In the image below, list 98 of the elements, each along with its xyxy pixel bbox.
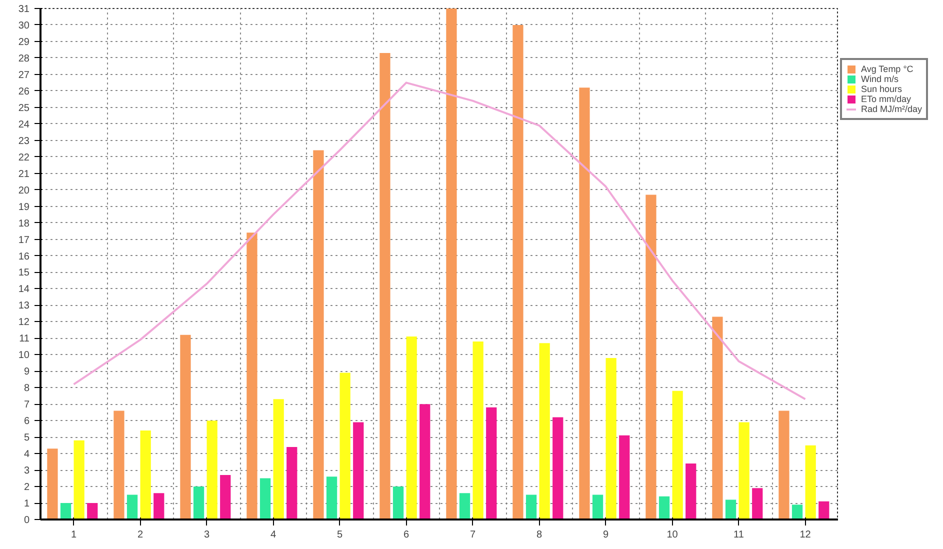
line-series [72, 82, 806, 400]
bar [60, 503, 72, 520]
bar [193, 486, 204, 520]
y-tick-label: 0 [24, 515, 30, 526]
bar [326, 476, 338, 520]
bar [686, 463, 696, 520]
y-tick-label: 24 [18, 119, 30, 130]
y-tick-label: 29 [18, 36, 30, 48]
y-tick-label: 15 [18, 268, 30, 279]
bar [579, 88, 590, 520]
bar [805, 445, 816, 520]
bar [47, 448, 58, 520]
x-tick-label: 9 [602, 530, 609, 540]
x-tick-label: 12 [800, 530, 812, 540]
bar [273, 399, 284, 520]
y-tick-label: 28 [18, 53, 30, 64]
y-tick-label: 10 [18, 350, 30, 362]
bar [246, 232, 258, 520]
bar [592, 494, 604, 520]
x-tick-label: 8 [536, 530, 542, 540]
bar [380, 53, 390, 520]
bar [606, 358, 616, 520]
bar [486, 407, 497, 520]
x-tick-label: 10 [666, 530, 678, 540]
bar [725, 500, 736, 520]
bar [446, 8, 457, 520]
y-tick-label: 14 [18, 284, 30, 296]
x-tick-label: 3 [204, 530, 210, 540]
y-tick-label: 30 [18, 20, 30, 32]
y-tick-label: 8 [24, 383, 30, 394]
bar [206, 420, 218, 520]
y-tick-label: 27 [18, 70, 30, 81]
x-tick-label: 7 [470, 530, 476, 540]
y-tick-label: 21 [18, 168, 30, 180]
y-tick-label: 13 [18, 300, 30, 312]
x-tick-label: 5 [336, 530, 343, 540]
bar [712, 316, 723, 520]
x-tick-label: 11 [734, 530, 744, 540]
legend-label: ETo mm/day [861, 94, 912, 104]
bar [406, 336, 417, 520]
bar [353, 422, 364, 520]
bar [459, 493, 470, 520]
bar [140, 430, 151, 520]
y-tick-label: 1 [24, 498, 30, 510]
y-tick-label: 26 [18, 86, 30, 98]
bar [619, 435, 630, 520]
y-tick-label: 4 [24, 449, 30, 460]
bar [752, 488, 763, 520]
y-tick-label: 18 [18, 218, 30, 230]
bar [658, 496, 670, 520]
y-tick-label: 19 [18, 202, 30, 213]
bar [87, 503, 98, 520]
y-tick-label: 12 [18, 317, 30, 328]
bar [220, 474, 231, 520]
y-tick-label: 5 [24, 432, 30, 444]
y-tick-label: 22 [18, 152, 30, 164]
bar [539, 343, 550, 520]
x-tick-label: 1 [70, 530, 77, 540]
bar [672, 390, 683, 520]
y-tick-label: 6 [24, 416, 30, 428]
bar [420, 404, 430, 520]
y-tick-label: 20 [18, 185, 30, 196]
x-tick-label: 6 [403, 530, 410, 540]
bar [646, 194, 656, 520]
legend-label: Rad MJ/m²/day [861, 104, 922, 114]
bar [512, 24, 524, 520]
bar [260, 478, 271, 520]
y-tick-label: 2 [24, 482, 30, 494]
bar [552, 417, 564, 520]
bar [392, 486, 404, 520]
bar [340, 372, 350, 520]
bar [472, 341, 484, 520]
x-tick-label: 2 [137, 530, 144, 540]
y-tick-label: 3 [24, 466, 30, 477]
bar [286, 446, 298, 520]
bar [526, 494, 537, 520]
bar [778, 410, 790, 520]
bar [114, 410, 124, 520]
y-tick-label: 31 [18, 4, 30, 15]
y-tick-label: 11 [19, 334, 30, 345]
legend-label: Wind m/s [861, 74, 899, 84]
legend-label: Sun hours [861, 84, 902, 94]
legend-label: Avg Temp °C [861, 64, 914, 74]
bar [74, 440, 84, 520]
y-tick-label: 7 [24, 400, 30, 411]
y-tick-label: 16 [18, 251, 30, 262]
bar [818, 501, 830, 520]
bar [180, 334, 191, 520]
x-tick-label: 4 [270, 530, 276, 540]
bar [792, 504, 803, 520]
y-tick-label: 17 [18, 234, 30, 246]
bar [154, 493, 164, 520]
bar [313, 150, 324, 520]
y-tick-label: 23 [18, 136, 30, 147]
y-tick-label: 25 [18, 102, 30, 114]
bar [126, 494, 138, 520]
bar [738, 422, 750, 520]
y-tick-label: 9 [24, 366, 30, 378]
